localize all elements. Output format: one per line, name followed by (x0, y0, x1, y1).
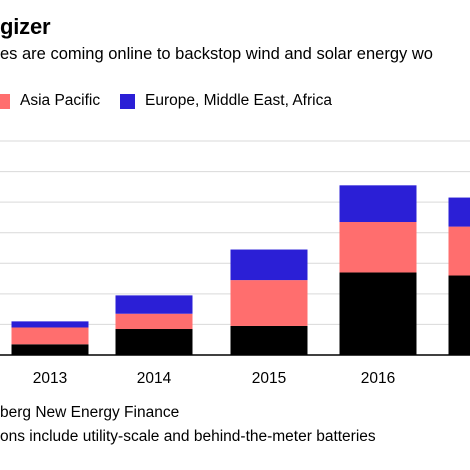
x-axis-tick-labels: 20132014201520162017 (33, 370, 470, 387)
x-tick-label-2013: 2013 (33, 370, 67, 387)
chart-title: gizer (0, 14, 51, 39)
bar-2015-series-2 (230, 249, 308, 281)
bar-2014-series-2 (115, 295, 193, 314)
bar-2017-series-0 (448, 275, 470, 355)
bar-2014-series-1 (115, 313, 193, 330)
legend-label-emea: Europe, Middle East, Africa (145, 92, 332, 109)
x-tick-label-2016: 2016 (361, 370, 395, 387)
legend-item-emea: Europe, Middle East, Africa (120, 92, 332, 110)
bar-2014-series-0 (115, 329, 193, 355)
bar-2013-series-2 (11, 321, 89, 328)
bar-2017-series-1 (448, 226, 470, 276)
chart-bars (11, 185, 470, 355)
legend: Asia Pacific Europe, Middle East, Africa (0, 92, 470, 114)
bar-2016-series-2 (339, 185, 417, 223)
chart-subtitle: es are coming online to backstop wind an… (0, 45, 433, 63)
bar-2017-series-2 (448, 197, 470, 227)
legend-label-asia-pacific: Asia Pacific (20, 92, 101, 109)
footnote: ons include utility-scale and behind-the… (0, 428, 376, 445)
legend-swatch-asia-pacific (0, 93, 10, 109)
bar-2016-series-1 (339, 222, 417, 273)
bar-2015-series-0 (230, 325, 308, 355)
bar-2016-series-0 (339, 272, 417, 355)
bar-2015-series-1 (230, 280, 308, 326)
bar-2013-series-1 (11, 327, 89, 345)
bar-2013-series-0 (11, 344, 89, 355)
x-tick-label-2015: 2015 (252, 370, 286, 387)
legend-swatch-emea (120, 93, 135, 109)
stacked-bar-chart: 20132014201520162017 (0, 140, 470, 387)
source-note: berg New Energy Finance (0, 404, 180, 421)
x-tick-label-2014: 2014 (137, 370, 172, 387)
legend-item-asia-pacific: Asia Pacific (0, 92, 100, 110)
